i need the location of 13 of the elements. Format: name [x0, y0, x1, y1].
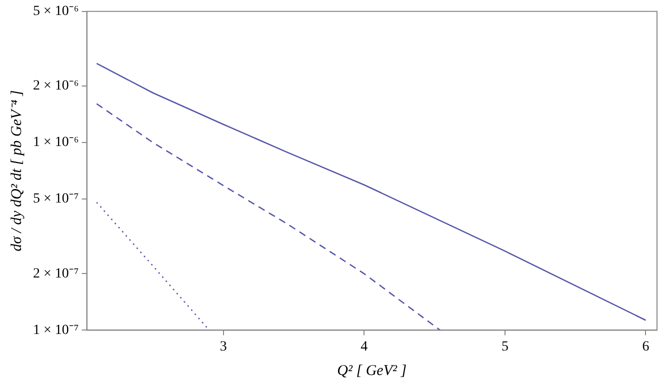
x-tick-label: 3 [220, 339, 227, 354]
x-tick-label: 4 [360, 339, 368, 354]
y-tick-label: 1 × 10⁻⁶ [32, 135, 79, 150]
line-series [96, 103, 441, 330]
y-tick-label: 5 × 10⁻⁷ [32, 192, 79, 207]
x-tick-label: 6 [642, 339, 650, 354]
y-axis-title: dσ / dy dQ² dt [ pb GeV⁻⁴ ] [8, 90, 25, 252]
x-axis-title: Q² [ GeV² ] [337, 362, 407, 379]
y-tick-label: 5 × 10⁻⁶ [32, 4, 79, 20]
x-tick-label: 5 [501, 339, 508, 354]
y-tick-label: 2 × 10⁻⁶ [32, 78, 79, 94]
y-tick-label: 2 × 10⁻⁷ [32, 266, 79, 282]
y-tick-label: 1 × 10⁻⁷ [32, 322, 79, 338]
